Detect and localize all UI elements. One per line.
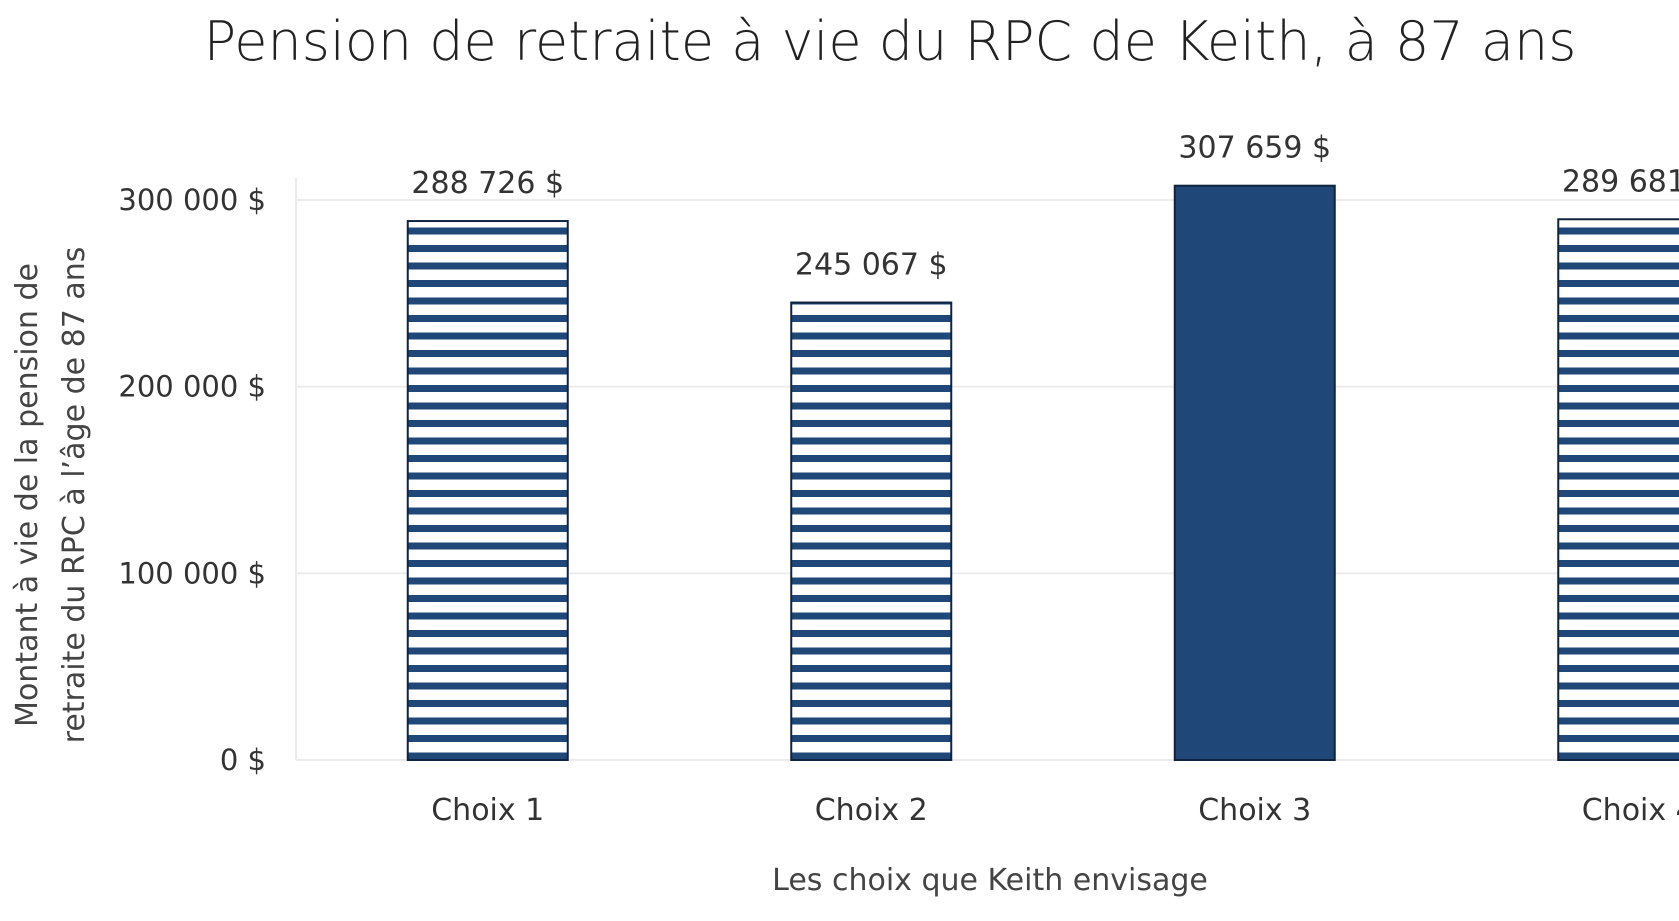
bar-3 — [1173, 184, 1336, 762]
category-label-2: Choix 2 — [815, 793, 928, 828]
value-label-2: 245 067 $ — [795, 248, 948, 283]
y-tick-label: 200 000 $ — [118, 370, 266, 404]
category-label-4: Choix 4 — [1582, 793, 1679, 828]
value-label-1: 288 726 $ — [411, 166, 564, 201]
y-axis-title-line-1: Montant à vie de la pension de — [10, 263, 45, 727]
bar-2 — [790, 301, 953, 761]
bar-4 — [1557, 218, 1679, 761]
value-label-3: 307 659 $ — [1178, 131, 1331, 166]
value-label-4: 289 681 $ — [1562, 164, 1679, 199]
value-labels: 288 726 $ 245 067 $ 307 659 $ 289 681 $ — [411, 131, 1679, 283]
y-tick-label: 100 000 $ — [118, 556, 266, 590]
x-axis-title: Les choix que Keith envisage — [772, 863, 1208, 898]
y-tick-label: 0 $ — [220, 743, 266, 777]
y-axis-ticks: 0 $ 100 000 $ 200 000 $ 300 000 $ — [118, 183, 266, 777]
bar-1 — [406, 220, 569, 761]
chart-title: Pension de retraite à vie du RPC de Keit… — [204, 10, 1577, 73]
x-axis-categories: Choix 1 Choix 2 Choix 3 Choix 4 — [431, 793, 1679, 828]
y-tick-label: 300 000 $ — [118, 183, 266, 217]
y-axis-title-line-2: retraite du RPC à l’âge de 87 ans — [57, 247, 92, 744]
bars — [406, 184, 1679, 762]
category-label-3: Choix 3 — [1198, 793, 1311, 828]
category-label-1: Choix 1 — [431, 793, 544, 828]
